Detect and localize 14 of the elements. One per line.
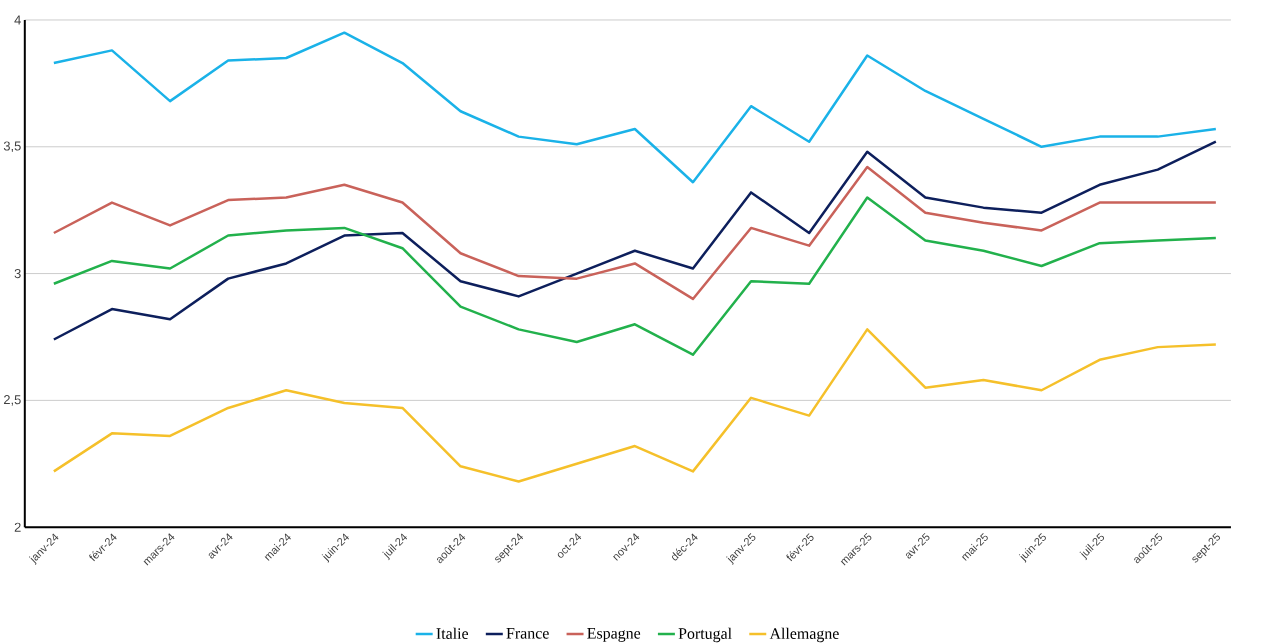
legend-label: Allemagne (769, 627, 839, 643)
y-tick-label: 2 (14, 522, 21, 532)
y-tick-label: 2,5 (3, 394, 21, 406)
line-series (52, 140, 1218, 341)
y-tick-label: 3 (14, 268, 21, 279)
legend-label: Portugal (678, 627, 732, 643)
legend-label: France (506, 627, 549, 639)
line-series (52, 327, 1218, 483)
y-tick-label: 4 (14, 15, 21, 25)
legend-label: Italie (436, 627, 469, 639)
y-tick-label: 3,5 (3, 141, 21, 152)
line-series (52, 31, 1218, 184)
legend-label: Espagne (587, 627, 641, 642)
line-series (52, 196, 1218, 356)
